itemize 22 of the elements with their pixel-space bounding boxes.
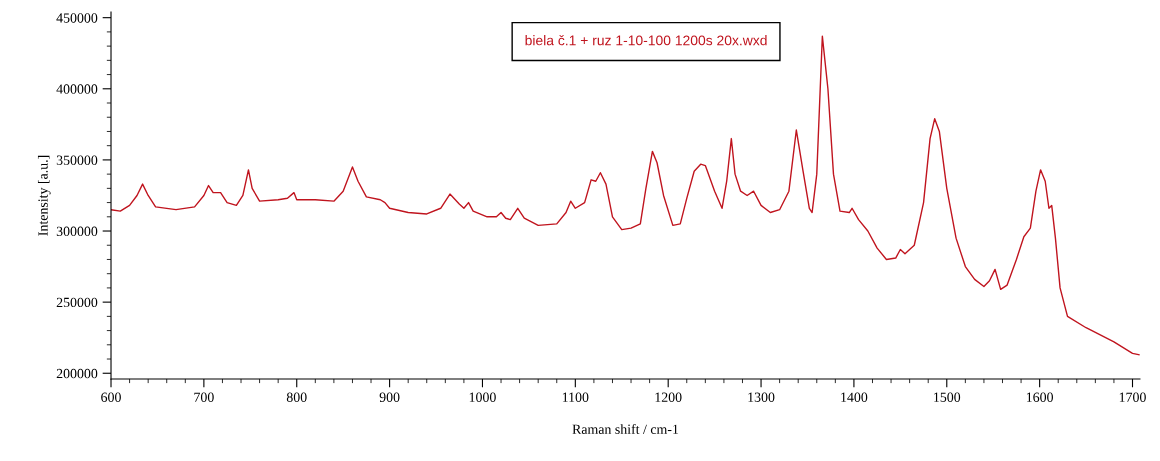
text: biela č.1 + ruz 1-10-100 1200s 20x.wxd — [525, 35, 767, 46]
y-tick-label: 450000 — [56, 13, 98, 23]
y-tick-label: 200000 — [56, 368, 98, 379]
x-tick-label: 1600 — [1026, 392, 1053, 402]
x-tick-label: 600 — [101, 392, 121, 402]
x-tick-label: 900 — [379, 392, 400, 402]
x-tick-label: 1400 — [841, 392, 868, 402]
y-tick-label: 250000 — [56, 297, 98, 308]
y-tick-label: 350000 — [56, 155, 98, 165]
x-tick-label: 1500 — [934, 392, 961, 402]
y-tick-label: 400000 — [56, 84, 98, 94]
x-tick-label: 700 — [194, 392, 214, 402]
x-tick-label: 1700 — [1119, 392, 1146, 402]
y-tick-label: 300000 — [56, 226, 98, 236]
line-series — [111, 35, 1140, 356]
x-tick-label: 1100 — [562, 392, 589, 402]
x-tick-label: 800 — [286, 392, 307, 402]
x-tick-label: 1200 — [655, 392, 682, 402]
x-tick-label: 1000 — [469, 392, 496, 402]
x-axis-title: Raman shift / cm-1 — [572, 424, 679, 434]
x-tick-label: 1300 — [748, 392, 775, 402]
y-axis-title: Intensity [a.u.] — [37, 155, 51, 236]
